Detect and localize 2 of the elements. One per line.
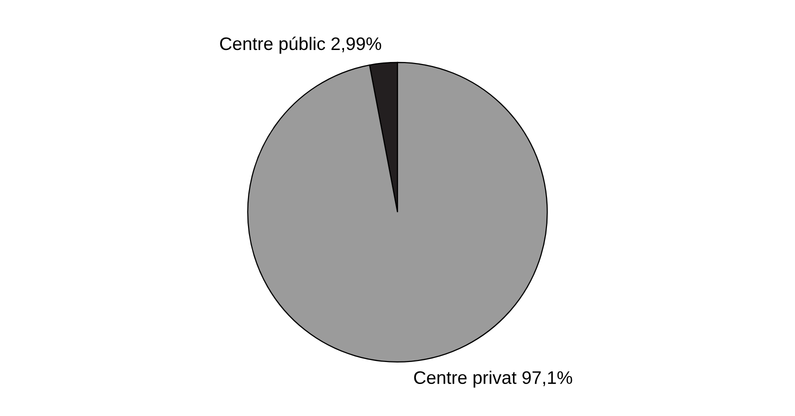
slice-label: Centre públic 2,99% (220, 36, 382, 54)
slice-label: Centre privat 97,1% (414, 370, 572, 388)
